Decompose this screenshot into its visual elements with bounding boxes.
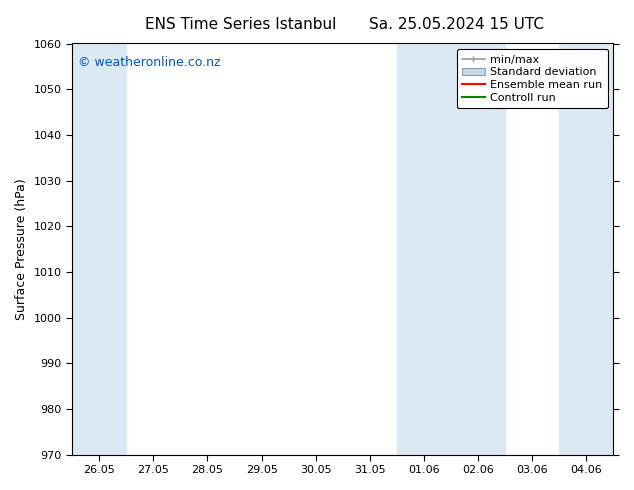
Text: Sa. 25.05.2024 15 UTC: Sa. 25.05.2024 15 UTC xyxy=(369,17,544,32)
Text: ENS Time Series Istanbul: ENS Time Series Istanbul xyxy=(145,17,337,32)
Bar xyxy=(397,44,451,455)
Y-axis label: Surface Pressure (hPa): Surface Pressure (hPa) xyxy=(15,178,28,320)
Bar xyxy=(451,44,505,455)
Bar xyxy=(559,44,614,455)
Bar xyxy=(72,44,126,455)
Text: © weatheronline.co.nz: © weatheronline.co.nz xyxy=(77,56,220,69)
Legend: min/max, Standard deviation, Ensemble mean run, Controll run: min/max, Standard deviation, Ensemble me… xyxy=(456,49,608,108)
